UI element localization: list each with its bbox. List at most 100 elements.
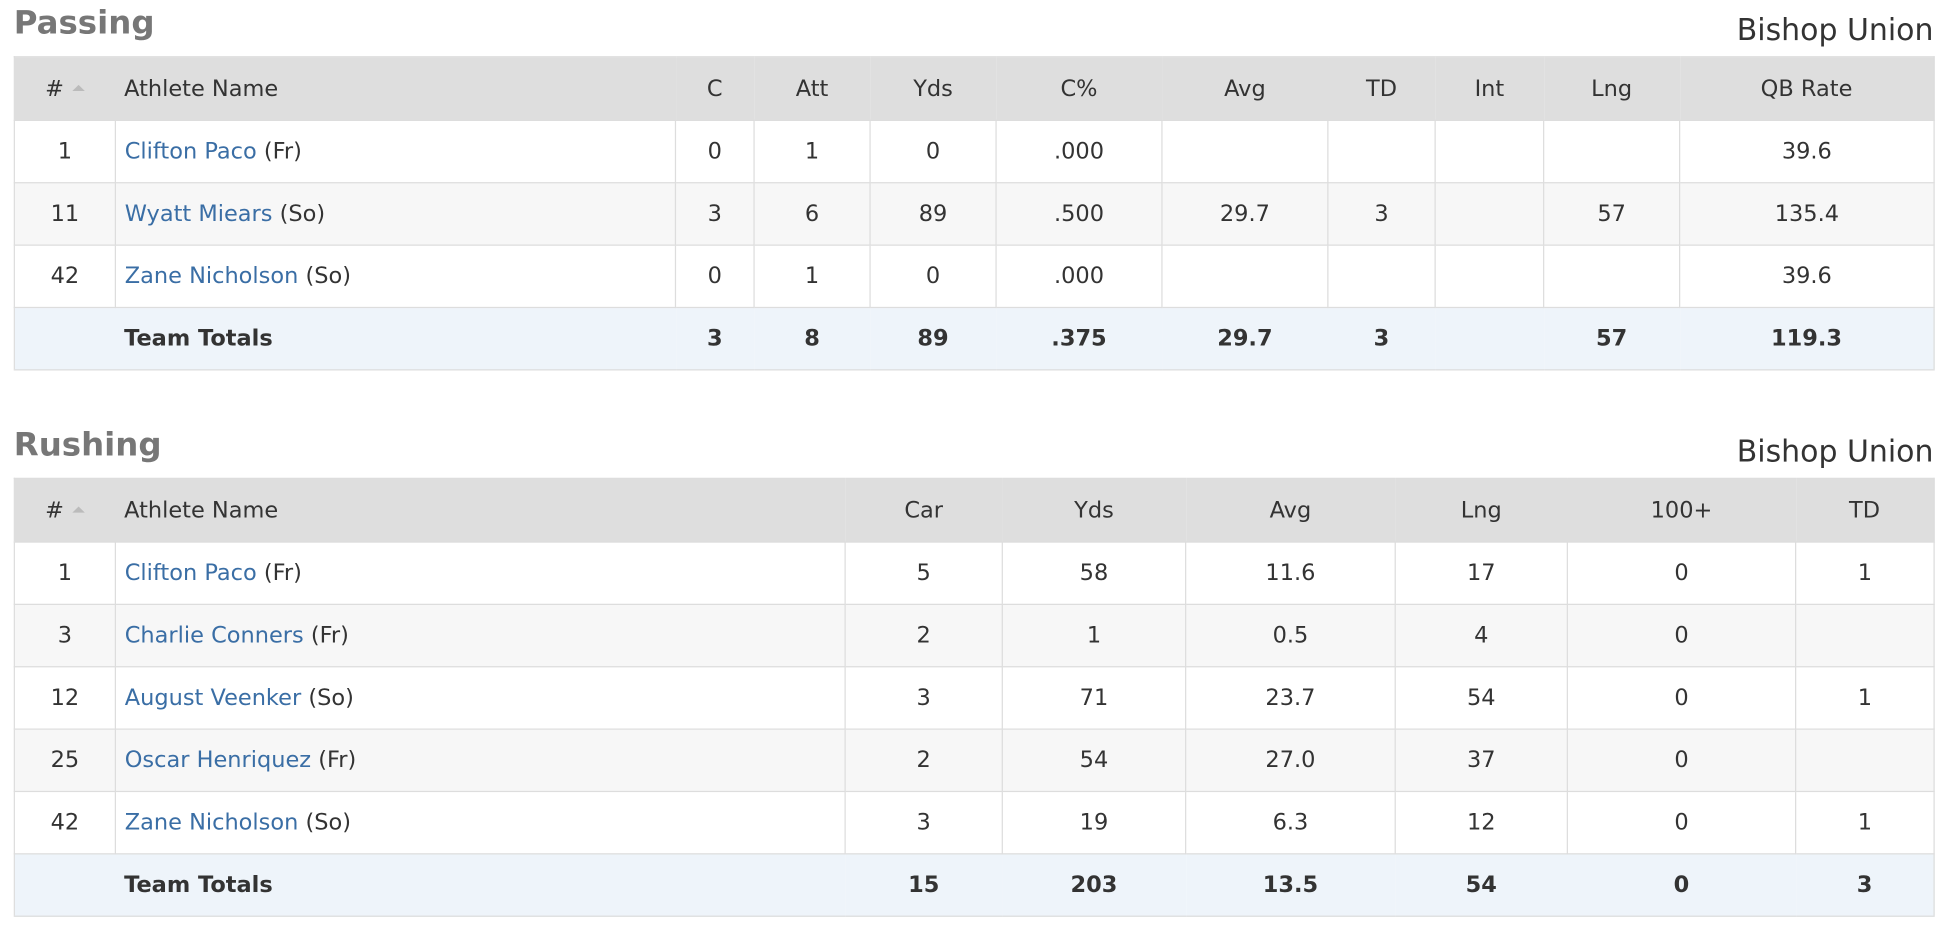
column-header[interactable]: TD <box>1795 478 1935 542</box>
jersey-number: 3 <box>13 603 117 668</box>
column-header[interactable]: Yds <box>870 56 997 121</box>
total-cell: 119.3 <box>1679 306 1935 371</box>
column-header[interactable]: QB Rate <box>1679 56 1935 121</box>
header-row: # Athlete Name C Att Yds C% Avg TD Int Lng QB Rate <box>14 56 1935 121</box>
athlete-cell: August Veenker (So) <box>114 666 846 730</box>
section-header: Rushing Bishop Union <box>14 422 1934 478</box>
stat-cell: 23.7 <box>1185 666 1396 730</box>
total-cell: 0 <box>1567 853 1796 917</box>
stat-cell <box>1327 244 1436 309</box>
stat-cell <box>1434 119 1545 184</box>
column-header[interactable]: C <box>675 56 755 121</box>
athlete-row: 42 Zane Nicholson (So) 0 1 0.000 39.6 <box>13 244 1935 309</box>
column-header[interactable]: C% <box>996 56 1162 121</box>
stats-section: Passing Bishop Union # Athlete Name C Att Yds C… <box>13 0 1935 371</box>
stat-cell: 1 <box>1795 666 1935 730</box>
total-cell: 15 <box>845 853 1003 917</box>
stat-cell: 3 <box>674 182 755 246</box>
athlete-year: (Fr) <box>263 560 302 587</box>
column-header[interactable]: # <box>14 56 116 121</box>
stat-cell <box>1161 244 1329 309</box>
column-header[interactable]: # <box>14 478 116 542</box>
column-header[interactable]: Car <box>845 478 1003 542</box>
column-label: Lng <box>1460 497 1502 524</box>
total-cell: 203 <box>1002 853 1186 917</box>
athlete-link[interactable]: Zane Nicholson <box>124 809 299 836</box>
stat-cell: 0 <box>869 244 997 309</box>
stat-cell: 27.0 <box>1185 728 1396 793</box>
athlete-link[interactable]: Clifton Paco <box>124 560 257 587</box>
total-cell: 29.7 <box>1161 306 1328 371</box>
athlete-row: 11 Wyatt Miears (So) 3 6 89.500 29.7 3 57 135.4 <box>13 182 1935 246</box>
column-header[interactable]: Avg <box>1161 56 1328 121</box>
stat-cell: 135.4 <box>1679 182 1935 246</box>
column-label: Att <box>795 75 829 102</box>
athlete-row: 1 Clifton Paco (Fr) 5 58 11.6 17 0 1 <box>13 541 1935 605</box>
column-header[interactable]: Att <box>754 56 871 121</box>
stats-table: # Athlete Name C Att Yds C% Avg TD Int Lng QB Rate… <box>13 56 1935 371</box>
stat-cell: 89 <box>869 182 997 246</box>
column-label: TD <box>1365 75 1397 102</box>
athlete-link[interactable]: August Veenker <box>124 684 302 712</box>
stat-cell: 0 <box>674 119 755 184</box>
column-label: # <box>45 497 64 524</box>
column-header[interactable]: Athlete Name <box>115 478 846 542</box>
column-label: C% <box>1060 75 1098 102</box>
athlete-year: (So) <box>279 200 326 228</box>
athlete-cell: Clifton Paco (Fr) <box>114 541 846 605</box>
stat-cell: 1 <box>753 119 871 184</box>
stat-cell: 3 <box>1327 182 1436 246</box>
athlete-link[interactable]: Wyatt Miears <box>124 200 273 228</box>
total-cell: 3 <box>675 306 755 371</box>
athlete-row: 3 Charlie Conners (Fr) 2 1 0.5 4 0 <box>13 603 1935 668</box>
athlete-cell: Oscar Henriquez (Fr) <box>114 728 846 793</box>
column-header[interactable]: Athlete Name <box>115 56 676 121</box>
totals-label: Team Totals <box>115 306 676 371</box>
stat-cell: 0.5 <box>1185 603 1396 668</box>
jersey-number: 25 <box>13 728 117 793</box>
totals-row: Team Totals 3 8 89.375 29.7 3 57 119.3 <box>14 306 1935 371</box>
column-label: 100+ <box>1650 497 1713 524</box>
column-header[interactable]: Avg <box>1185 478 1396 542</box>
totals-spacer <box>14 853 116 917</box>
athlete-link[interactable]: Clifton Paco <box>124 138 257 165</box>
column-header[interactable]: 100+ <box>1567 478 1796 542</box>
column-label: Yds <box>913 75 953 102</box>
stat-cell: 12 <box>1394 790 1568 855</box>
stat-cell: 2 <box>844 603 1003 668</box>
stat-cell: 0 <box>869 119 997 184</box>
athlete-year: (Fr) <box>263 138 302 165</box>
athlete-link[interactable]: Oscar Henriquez <box>124 747 312 774</box>
jersey-number: 11 <box>13 182 117 246</box>
total-cell: 13.5 <box>1185 853 1396 917</box>
column-header[interactable]: Lng <box>1543 56 1680 121</box>
stat-cell: 1 <box>1795 790 1935 855</box>
athlete-link[interactable]: Charlie Conners <box>124 622 304 649</box>
totals-row: Team Totals 15 203 13.5 54 0 3 <box>14 853 1935 917</box>
column-header[interactable]: Yds <box>1002 478 1186 542</box>
column-label: Athlete Name <box>124 75 279 102</box>
stat-cell: 71 <box>1001 666 1187 730</box>
stat-cell: 57 <box>1543 182 1681 246</box>
column-header[interactable]: TD <box>1327 56 1436 121</box>
column-header[interactable]: Lng <box>1395 478 1568 542</box>
column-label: TD <box>1849 497 1881 524</box>
section-title: Passing <box>13 4 155 43</box>
column-label: Athlete Name <box>124 497 279 524</box>
jersey-number: 1 <box>13 119 117 184</box>
column-label: C <box>706 75 723 102</box>
stats-table: # Athlete Name Car Yds Avg Lng 100+ TD 1 Clifton … <box>13 477 1935 917</box>
section-title: Rushing <box>13 426 162 465</box>
stat-cell: 17 <box>1394 541 1568 605</box>
athlete-cell: Zane Nicholson (So) <box>114 244 677 309</box>
athlete-link[interactable]: Zane Nicholson <box>124 263 299 290</box>
section-header: Passing Bishop Union <box>14 0 1934 56</box>
stat-cell <box>1161 119 1329 184</box>
stat-cell: 19 <box>1001 790 1187 855</box>
column-label: Avg <box>1224 75 1266 102</box>
total-cell: 8 <box>754 306 871 371</box>
column-header[interactable]: Int <box>1435 56 1544 121</box>
stat-cell: 0 <box>1566 541 1797 605</box>
stat-cell: .000 <box>995 244 1163 309</box>
